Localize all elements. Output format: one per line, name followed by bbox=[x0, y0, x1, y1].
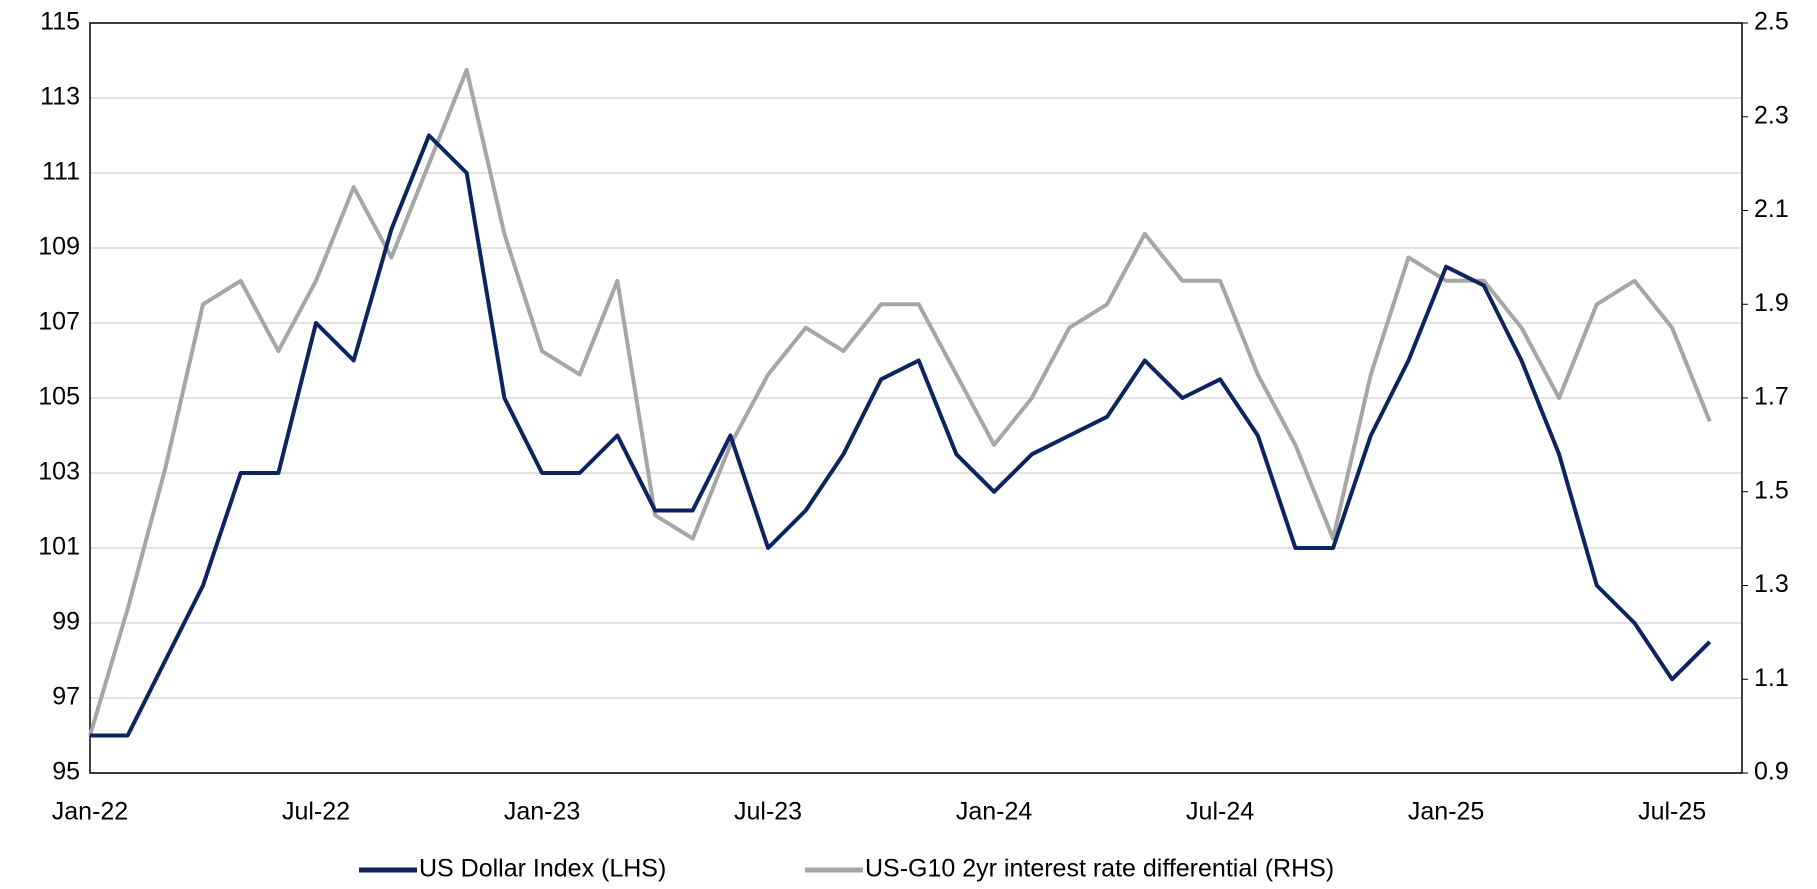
y-tick-label: 113 bbox=[40, 83, 80, 111]
x-tick-label: Jan-24 bbox=[956, 798, 1033, 826]
y2-tick-label: 1.9 bbox=[1754, 289, 1789, 317]
y-tick-label: 95 bbox=[52, 758, 80, 786]
plot-border bbox=[89, 22, 1743, 774]
x-tick-label: Jan-23 bbox=[504, 798, 580, 826]
x-tick-label: Jul-23 bbox=[734, 798, 802, 826]
y-tick-label: 99 bbox=[52, 608, 80, 636]
x-tick-label: Jan-25 bbox=[1408, 798, 1484, 826]
y2-tick-label: 0.9 bbox=[1754, 758, 1789, 786]
x-tick-label: Jan-22 bbox=[52, 798, 128, 826]
series-line bbox=[90, 133, 1712, 738]
y2-tick-label: 1.3 bbox=[1754, 570, 1789, 598]
legend-label: US Dollar Index (LHS) bbox=[419, 855, 666, 883]
y2-tick-label: 2.3 bbox=[1754, 101, 1789, 129]
y-tick-label: 105 bbox=[38, 383, 80, 411]
y-tick-label: 101 bbox=[38, 533, 80, 561]
x-tick-label: Jul-22 bbox=[282, 798, 350, 826]
y2-tick-label: 2.5 bbox=[1754, 8, 1789, 36]
y-tick-label: 109 bbox=[38, 233, 80, 261]
series-line bbox=[88, 67, 1712, 737]
y-tick-label: 111 bbox=[42, 158, 80, 186]
y2-tick-label: 1.5 bbox=[1754, 476, 1789, 504]
y-tick-label: 103 bbox=[38, 458, 80, 486]
y2-tick-label: 1.1 bbox=[1754, 664, 1789, 692]
y2-tick-label: 1.7 bbox=[1754, 383, 1789, 411]
legend-label: US-G10 2yr interest rate differential (R… bbox=[865, 855, 1334, 883]
y-tick-label: 97 bbox=[52, 683, 80, 711]
x-tick-label: Jul-25 bbox=[1638, 798, 1706, 826]
y-tick-label: 107 bbox=[38, 308, 80, 336]
x-tick-label: Jul-24 bbox=[1186, 798, 1254, 826]
y-tick-label: 115 bbox=[40, 8, 80, 36]
y2-tick-label: 2.1 bbox=[1754, 195, 1789, 223]
